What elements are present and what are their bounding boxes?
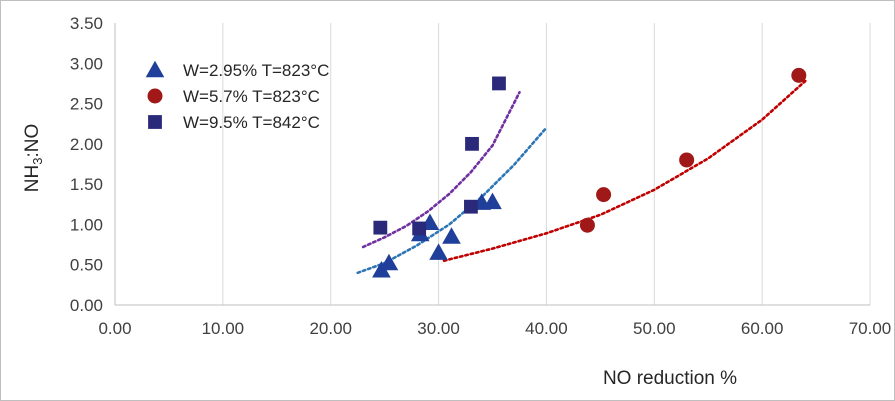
gridlines <box>222 23 871 305</box>
data-point-series-3 <box>412 221 427 236</box>
legend-label-series-3: W=9.5% T=842°C <box>183 113 320 132</box>
data-point-series-1 <box>429 243 448 260</box>
trendline-series-3 <box>361 91 521 249</box>
data-point-series-3 <box>373 220 388 235</box>
y-tick-label: 3.00 <box>70 54 103 73</box>
x-tick-label: 30.00 <box>417 319 460 338</box>
tick-labels: 0.00 10.00 20.00 30.00 40.00 50.00 60.00 70.00 0… <box>70 14 891 338</box>
trendline-series-2 <box>442 79 807 263</box>
y-tick-label: 1.00 <box>70 215 103 234</box>
legend-label-series-1: W=2.95% T=823°C <box>183 61 329 80</box>
trendlines <box>356 79 807 275</box>
y-axis-label-main: NH <box>22 165 43 192</box>
y-axis-label: NH3:NO <box>22 124 45 192</box>
x-tick-label: 50.00 <box>633 319 676 338</box>
y-axis-label-subscript: 3 <box>30 158 45 165</box>
y-axis-label-tail: :NO <box>22 124 43 158</box>
y-tick-label: 1.50 <box>70 175 103 194</box>
legend-label-series-2: W=5.7% T=823°C <box>183 87 320 106</box>
legend-marker-series-3 <box>148 115 162 129</box>
y-tick-label: 2.00 <box>70 135 103 154</box>
trendline-series-1 <box>356 126 548 275</box>
data-point-series-2 <box>679 152 695 168</box>
data-point-series-2 <box>596 187 612 203</box>
legend-marker-series-2 <box>147 88 163 104</box>
x-tick-label: 10.00 <box>202 319 245 338</box>
y-tick-label: 0.00 <box>70 296 103 315</box>
axes <box>114 23 870 306</box>
x-tick-label: 40.00 <box>525 319 568 338</box>
x-axis-label: NO reduction % <box>603 368 737 389</box>
y-tick-label: 2.50 <box>70 95 103 114</box>
data-point-series-3 <box>465 136 479 151</box>
x-tick-label: 0.00 <box>98 319 131 338</box>
legend-marker-series-1 <box>145 60 165 78</box>
y-tick-label: 3.50 <box>70 14 103 33</box>
data-point-series-2 <box>791 67 807 83</box>
x-tick-label: 60.00 <box>741 319 784 338</box>
data-point-series-3 <box>492 76 506 91</box>
data-point-series-1 <box>483 192 502 210</box>
data-point-series-2 <box>579 217 595 233</box>
data-point-series-3 <box>464 199 478 214</box>
data-points <box>372 67 807 278</box>
x-tick-label: 70.00 <box>849 319 892 338</box>
legend: W=2.95% T=823°C W=5.7% T=823°C W=9.5% T=84… <box>145 60 329 132</box>
y-tick-label: 0.50 <box>70 256 103 275</box>
data-point-series-1 <box>379 253 399 271</box>
data-point-series-1 <box>442 227 461 244</box>
x-tick-label: 20.00 <box>309 319 352 338</box>
